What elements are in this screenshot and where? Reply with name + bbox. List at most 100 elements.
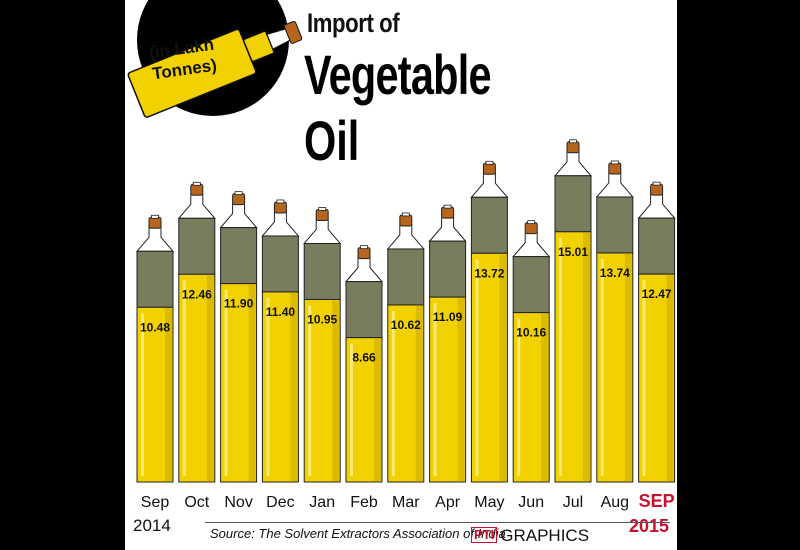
- data-label: 10.62: [391, 318, 421, 332]
- bottle-empty-space: [261, 235, 299, 293]
- bottle-shade: [332, 300, 340, 481]
- bottle-shade: [624, 253, 632, 481]
- bottle-shade: [415, 305, 423, 481]
- bottle-cap: [318, 207, 327, 211]
- bottle-highlight: [182, 280, 186, 476]
- data-label: 12.47: [642, 287, 672, 301]
- bottle-bar: 15.01: [553, 139, 593, 483]
- bottle-neck: [177, 193, 216, 219]
- bottle-empty-space: [596, 196, 634, 254]
- chart-title-line1: Import of: [307, 8, 400, 38]
- data-label: 12.46: [182, 287, 212, 301]
- bottle-cork: [357, 247, 371, 260]
- bottle-shade: [165, 308, 172, 481]
- bottle-empty-space: [178, 217, 216, 275]
- chart: 10.48 12.46 11.90 11.40 10.95 8.66 10.62 11.09 1…: [127, 0, 676, 511]
- x-tick-label: Oct: [184, 494, 209, 511]
- bottle-highlight: [391, 310, 395, 476]
- bottle-empty-space: [638, 217, 676, 275]
- graphics-label: GRAPHICS: [500, 526, 590, 545]
- bottle-cap: [443, 204, 452, 209]
- year-start-label: 2014: [133, 516, 171, 535]
- bottle-highlight: [517, 318, 521, 476]
- title-graphic: [127, 0, 303, 118]
- chart-title-line2: Vegetable: [304, 43, 492, 106]
- source-divider: [205, 522, 670, 523]
- bottle-bar: 10.16: [512, 220, 551, 483]
- bottle-shade: [499, 254, 507, 481]
- data-label: 13.74: [600, 266, 630, 280]
- x-tick-label: May: [474, 494, 504, 511]
- bottle-cork: [441, 206, 455, 219]
- bottle-empty-space: [303, 242, 341, 300]
- bottle-neck: [512, 232, 551, 258]
- bottle-neck: [553, 151, 593, 177]
- bottle-cap: [652, 181, 661, 186]
- bottle-bar: 10.62: [386, 212, 425, 483]
- bottle-bar: 12.46: [177, 181, 216, 483]
- bottle-bar: 11.90: [219, 191, 258, 483]
- bottle-highlight: [475, 259, 479, 476]
- x-tick-label: Apr: [435, 494, 461, 511]
- bottle-cap: [610, 160, 619, 165]
- bottle-neck: [135, 226, 175, 252]
- x-tick-label: Feb: [350, 494, 378, 511]
- bottle-highlight: [600, 258, 604, 476]
- bottle-bar: 10.48: [135, 214, 175, 483]
- bottle-cork: [524, 222, 538, 235]
- bottle-empty-space: [345, 281, 383, 339]
- x-tick-label: SEP: [639, 491, 675, 511]
- x-tick-label: Jan: [309, 494, 335, 511]
- bottle-cork: [566, 141, 580, 154]
- bottle-cap: [527, 220, 536, 225]
- bottle-cap: [401, 212, 410, 217]
- data-label: 13.72: [474, 266, 504, 280]
- x-tick-label: Dec: [266, 494, 294, 511]
- infographic-canvas: 10.48 12.46 11.90 11.40 10.95 8.66 10.62 11.09 1…: [125, 0, 677, 550]
- bottle-highlight: [559, 237, 562, 476]
- bottle-cap: [276, 199, 285, 204]
- bottle-shade: [248, 284, 256, 481]
- bottle-neck: [470, 172, 509, 198]
- data-label: 10.95: [307, 312, 337, 326]
- bottle-empty-space: [136, 250, 174, 308]
- bottle-bar: 11.40: [261, 199, 300, 483]
- bottle-cap: [234, 191, 243, 196]
- x-tick-label: Mar: [392, 494, 420, 511]
- bottle-shade: [583, 232, 590, 481]
- bottle-neck: [219, 203, 258, 229]
- bottle-highlight: [141, 313, 144, 476]
- data-label: 11.90: [224, 297, 254, 311]
- bottle-neck: [637, 193, 676, 219]
- data-label: 10.48: [140, 320, 170, 334]
- bottle-bar: 8.66: [344, 245, 384, 483]
- bottle-empty-space: [512, 256, 550, 314]
- year-end-label: 2015: [629, 516, 670, 536]
- x-tick-label: Nov: [224, 494, 252, 511]
- bars-group: 10.48 12.46 11.90 11.40 10.95 8.66 10.62 11.09 1…: [135, 139, 676, 483]
- bottle-shade: [374, 338, 381, 481]
- bottle-empty-space: [429, 240, 467, 298]
- data-label: 8.66: [352, 351, 376, 365]
- pti-graphics-logo: PTI GRAPHICS: [471, 526, 589, 546]
- bottle-shade: [457, 298, 465, 481]
- bottle-bar: 10.95: [303, 207, 342, 483]
- bottle-bar: 11.09: [428, 204, 467, 483]
- bottle-highlight: [308, 305, 312, 476]
- data-label: 11.40: [266, 305, 296, 319]
- bottle-empty-space: [554, 175, 592, 233]
- bottle-neck: [386, 224, 425, 250]
- bottle-bar: 13.74: [595, 160, 634, 483]
- bottle-neck: [303, 218, 342, 244]
- bottle-cork: [232, 193, 246, 206]
- bottle-cap: [151, 214, 159, 219]
- bottle-cork: [190, 183, 204, 196]
- bottle-empty-space: [220, 227, 258, 285]
- bottle-cork: [608, 162, 622, 175]
- bottle-empty-space: [387, 248, 425, 306]
- bottle-bar: 13.72: [470, 160, 509, 483]
- bottle-cap: [485, 160, 494, 165]
- bottle-cap: [360, 245, 368, 250]
- pti-logo-mark: PTI: [471, 527, 498, 543]
- bottle-neck: [344, 257, 384, 283]
